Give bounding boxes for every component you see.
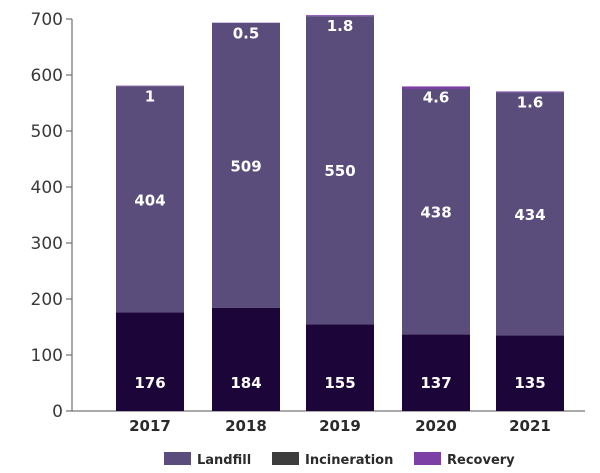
bar-segment-landfill-2021 [496,92,564,336]
data-label-incineration-2018: 184 [230,374,261,392]
y-tick-label: 500 [31,122,63,142]
data-label-recovery-2017: 1 [145,88,155,106]
data-label-landfill-2017: 404 [134,191,165,209]
y-axis: 0 100 200 300 400 500 600 700 [31,10,73,422]
y-tick-label: 400 [31,178,63,198]
x-tick-label: 2021 [509,417,551,435]
y-tick-label: 200 [31,290,63,310]
data-label-incineration-2020: 137 [420,374,451,392]
bar-segment-recovery-2017 [116,85,184,87]
bar-segment-recovery-2021 [496,91,564,93]
legend-swatch-landfill [164,452,191,465]
legend-label-landfill: Landfill [197,453,251,468]
bar-segment-recovery-2019 [306,15,374,17]
bar-segment-landfill-2018 [212,22,280,308]
bar-segment-incineration-2020 [402,334,470,411]
bar-segment-incineration-2019 [306,324,374,411]
legend-swatch-incineration [272,452,299,465]
bar-segment-landfill-2019 [306,16,374,325]
legend-swatch-recovery [414,452,441,465]
bar-segment-landfill-2017 [116,86,184,313]
data-labels: 176 404 1 184 509 0.5 155 550 1.8 137 438 4.6 135 434… [134,17,545,392]
x-tick-label: 2017 [129,417,171,435]
data-label-landfill-2021: 434 [514,206,545,224]
data-label-recovery-2019: 1.8 [327,17,354,35]
data-label-incineration-2017: 176 [134,374,165,392]
bar-segment-landfill-2020 [402,89,470,335]
y-tick-label: 700 [31,10,63,30]
bar-segment-recovery-2020 [402,86,470,89]
data-label-landfill-2020: 438 [420,204,451,222]
y-tick-label: 300 [31,234,63,254]
y-tick-label: 0 [52,402,63,422]
bar-segment-incineration-2021 [496,335,564,411]
legend-label-incineration: Incineration [305,453,393,468]
legend: Landfill Incineration Recovery [164,452,515,468]
data-label-incineration-2021: 135 [514,374,545,392]
x-tick-label: 2019 [319,417,361,435]
y-tick-label: 100 [31,346,63,366]
y-tick-label: 600 [31,66,63,86]
bars [116,15,564,411]
data-label-recovery-2021: 1.6 [517,93,544,111]
x-tick-label: 2018 [225,417,267,435]
x-tick-label: 2020 [415,417,457,435]
legend-label-recovery: Recovery [447,453,515,468]
data-label-recovery-2018: 0.5 [233,25,260,43]
x-axis: 2017 2018 2019 2020 2021 [72,410,585,435]
data-label-landfill-2018: 509 [230,157,261,175]
bar-segment-incineration-2017 [116,312,184,411]
bar-segment-incineration-2018 [212,307,280,411]
data-label-incineration-2019: 155 [324,374,355,392]
data-label-recovery-2020: 4.6 [423,88,450,106]
data-label-landfill-2019: 550 [324,162,355,180]
